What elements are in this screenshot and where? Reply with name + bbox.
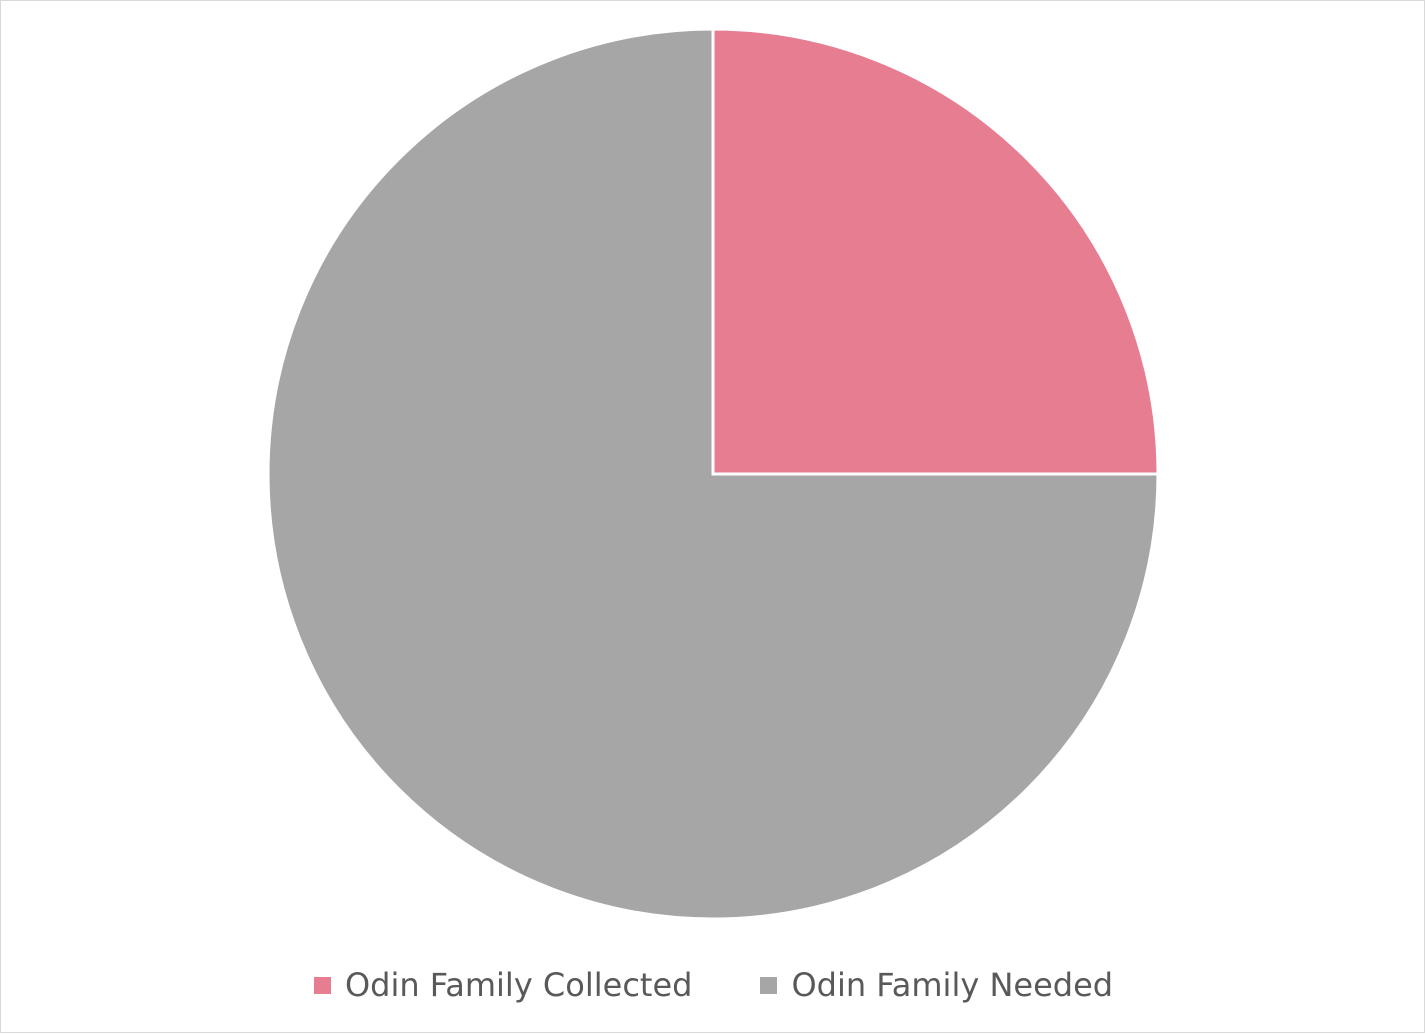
legend-label-needed: Odin Family Needed	[791, 966, 1114, 1004]
legend-swatch-collected	[313, 976, 331, 994]
pie-slice-collected	[711, 27, 1160, 476]
legend-item-collected: Odin Family Collected	[313, 966, 693, 1004]
legend: Odin Family Collected Odin Family Needed	[1, 963, 1425, 1007]
legend-item-needed: Odin Family Needed	[760, 966, 1113, 1004]
legend-swatch-needed	[760, 976, 778, 994]
pie-slice-needed	[266, 27, 1160, 921]
legend-label-collected: Odin Family Collected	[344, 966, 693, 1004]
